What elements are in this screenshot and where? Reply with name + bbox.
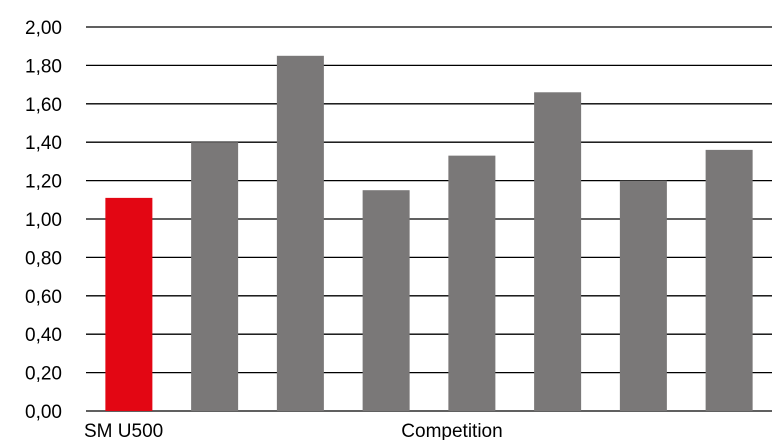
- bar-2: [191, 142, 239, 411]
- bars: [105, 55, 753, 412]
- y-tick-label: 1,20: [25, 172, 62, 193]
- bar-7: [619, 180, 667, 411]
- category-label-competition: Competition: [401, 421, 502, 440]
- y-tick-label: 1,40: [25, 133, 62, 154]
- category-labels: SM U500 Competition: [84, 421, 503, 440]
- y-tick-label: 1,00: [25, 210, 62, 231]
- y-tick-label: 1,60: [25, 95, 62, 116]
- y-tick-labels: 0,00 0,20 0,40 0,60 0,80 1,00 1,20 1,40 1,60 1,80…: [25, 18, 62, 423]
- gridlines: [86, 26, 772, 412]
- bar-1: [105, 197, 153, 411]
- y-tick-label: 0,20: [25, 364, 62, 385]
- y-tick-label: 1,80: [25, 56, 62, 77]
- y-tick-label: 2,00: [25, 18, 62, 39]
- bar-5: [448, 155, 496, 411]
- y-tick-label: 0,60: [25, 287, 62, 308]
- bar-6: [534, 92, 582, 411]
- bar-3: [276, 55, 324, 412]
- bar-8: [705, 149, 753, 411]
- y-tick-label: 0,40: [25, 325, 62, 346]
- y-tick-label: 0,00: [25, 402, 62, 423]
- y-tick-label: 0,80: [25, 248, 62, 269]
- category-label-sm-u500: SM U500: [84, 421, 163, 440]
- bar-4: [362, 190, 410, 411]
